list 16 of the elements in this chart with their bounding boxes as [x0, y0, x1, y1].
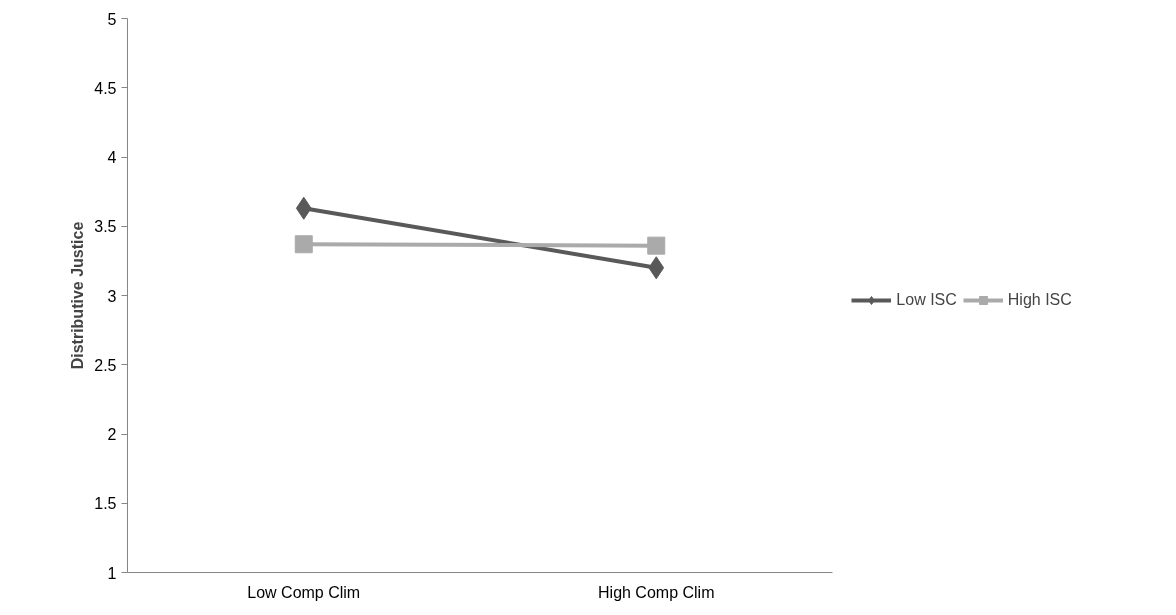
y-tick-label: 3.5 — [94, 218, 117, 236]
point — [647, 236, 666, 255]
y-axis-title: Distributive Justice — [69, 221, 87, 370]
y-tick-label: 4 — [107, 149, 117, 166]
y-tick-label: 1.5 — [94, 495, 117, 513]
y-tick-label: 5 — [107, 10, 117, 28]
legend-label: Low ISC — [896, 291, 957, 309]
y-tick-label: 2 — [107, 426, 117, 443]
x-tick-label: High Comp Clim — [598, 583, 715, 601]
y-tick-label: 1 — [107, 564, 117, 582]
y-tick-label: 3 — [107, 287, 117, 305]
x-tick-label: Low Comp Clim — [247, 583, 361, 601]
point — [294, 235, 313, 254]
legend-label: High ISC — [1007, 291, 1072, 309]
y-tick-label: 4.5 — [94, 79, 117, 97]
y-tick-label: 2.5 — [94, 356, 117, 374]
